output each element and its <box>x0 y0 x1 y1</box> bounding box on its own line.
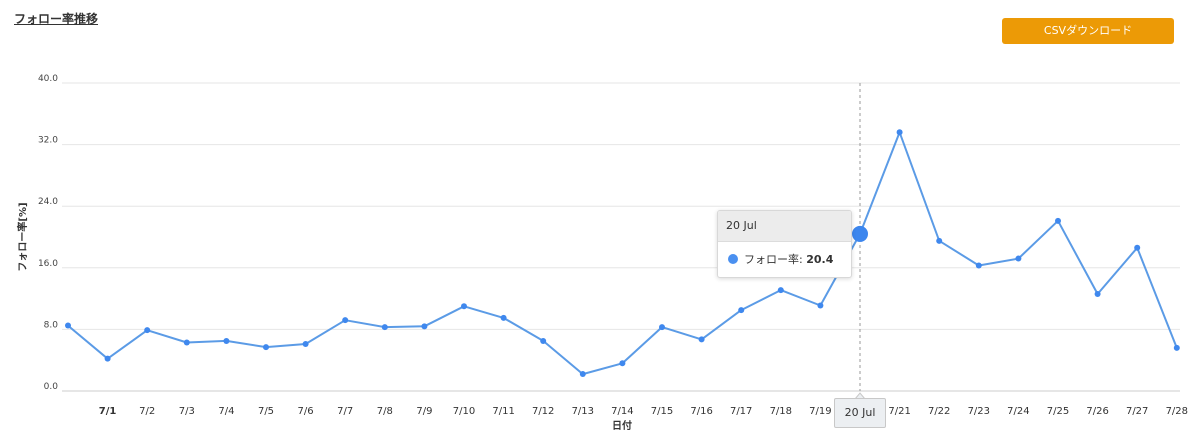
y-axis-label: フォロー率[%] <box>16 202 29 271</box>
y-tick-label: 0.0 <box>44 382 59 392</box>
hover-label-caret <box>854 392 866 400</box>
data-point[interactable] <box>936 237 943 244</box>
x-tick-label: 7/12 <box>532 406 554 417</box>
data-point[interactable] <box>540 337 547 344</box>
data-point[interactable] <box>144 327 151 334</box>
data-point[interactable] <box>975 262 982 269</box>
x-tick-label: 7/24 <box>1007 406 1029 417</box>
x-tick-label: 7/6 <box>298 406 314 417</box>
data-point[interactable] <box>302 341 309 348</box>
data-point[interactable] <box>104 355 111 362</box>
x-tick-label: 7/4 <box>218 406 234 417</box>
x-tick-label: 7/22 <box>928 406 950 417</box>
x-tick-label: 7/15 <box>651 406 673 417</box>
x-tick-label: 7/10 <box>453 406 475 417</box>
data-point[interactable] <box>1094 290 1101 297</box>
data-point[interactable] <box>698 336 705 343</box>
x-hover-label: 20 Jul <box>834 398 886 428</box>
x-tick-label: 7/13 <box>572 406 594 417</box>
tooltip: 20 Jul フォロー率: 20.4 <box>717 210 852 278</box>
y-tick-label: 16.0 <box>38 259 58 269</box>
x-tick-label: 7/17 <box>730 406 752 417</box>
data-point[interactable] <box>738 307 745 314</box>
csv-download-button[interactable]: CSVダウンロード <box>1002 18 1174 44</box>
data-point[interactable] <box>619 360 626 367</box>
x-tick-label: 7/16 <box>690 406 712 417</box>
x-tick-label: 7/1 <box>99 406 117 417</box>
y-tick-label: 40.0 <box>38 74 58 84</box>
x-tick-label: 7/26 <box>1086 406 1108 417</box>
highlighted-data-point[interactable] <box>852 225 868 242</box>
data-point[interactable] <box>500 314 507 321</box>
data-point[interactable] <box>1015 255 1022 262</box>
data-point[interactable] <box>817 302 824 309</box>
x-tick-label: 7/5 <box>258 406 274 417</box>
data-point[interactable] <box>65 322 71 329</box>
x-tick-label: 7/2 <box>139 406 155 417</box>
y-tick-label: 24.0 <box>38 197 58 207</box>
data-point[interactable] <box>263 344 269 351</box>
x-axis-label: 日付 <box>612 419 632 432</box>
tooltip-body: フォロー率: 20.4 <box>718 242 851 277</box>
data-point[interactable] <box>1173 344 1180 351</box>
data-point[interactable] <box>1134 244 1141 251</box>
y-tick-labels: 0.0 8.0 16.0 24.0 32.0 40.0 <box>38 74 58 392</box>
grid-lines <box>62 82 1180 392</box>
tooltip-title: 20 Jul <box>718 211 851 242</box>
tooltip-value: 20.4 <box>806 253 834 266</box>
series-line-follow-rate <box>67 131 1178 376</box>
x-tick-label: 7/9 <box>416 406 432 417</box>
data-point[interactable] <box>461 303 467 310</box>
x-tick-label: 7/14 <box>611 406 633 417</box>
x-tick-label: 7/18 <box>770 406 792 417</box>
x-tick-label: 7/7 <box>337 406 353 417</box>
data-point[interactable] <box>342 317 349 324</box>
x-tick-label: 7/28 <box>1166 406 1188 417</box>
y-tick-label: 32.0 <box>38 136 58 146</box>
x-tick-label: 7/11 <box>492 406 514 417</box>
data-point[interactable] <box>381 324 388 331</box>
x-tick-label: 7/3 <box>179 406 195 417</box>
data-points <box>65 129 1180 378</box>
data-point[interactable] <box>579 371 586 378</box>
x-tick-label: 7/8 <box>377 406 393 417</box>
x-tick-label: 7/21 <box>888 406 910 417</box>
data-point[interactable] <box>777 287 784 294</box>
y-tick-label: 8.0 <box>44 320 59 330</box>
x-tick-label: 7/27 <box>1126 406 1148 417</box>
tooltip-series-label: フォロー率: <box>744 253 803 266</box>
data-point[interactable] <box>1055 217 1061 224</box>
x-tick-labels: 7/1 7/2 7/3 7/4 7/5 7/6 7/7 7/8 7/9 7/10 7/11 7/12 7… <box>99 406 1188 417</box>
data-point[interactable] <box>223 337 230 344</box>
data-point[interactable] <box>183 339 190 346</box>
x-tick-label: 7/25 <box>1047 406 1069 417</box>
data-point[interactable] <box>659 324 665 331</box>
x-tick-label: 7/19 <box>809 406 831 417</box>
data-point[interactable] <box>421 323 428 330</box>
series-marker-icon <box>728 254 738 264</box>
page-title: フォロー率推移 <box>14 12 99 26</box>
data-point[interactable] <box>896 129 903 136</box>
x-tick-label: 7/23 <box>968 406 990 417</box>
